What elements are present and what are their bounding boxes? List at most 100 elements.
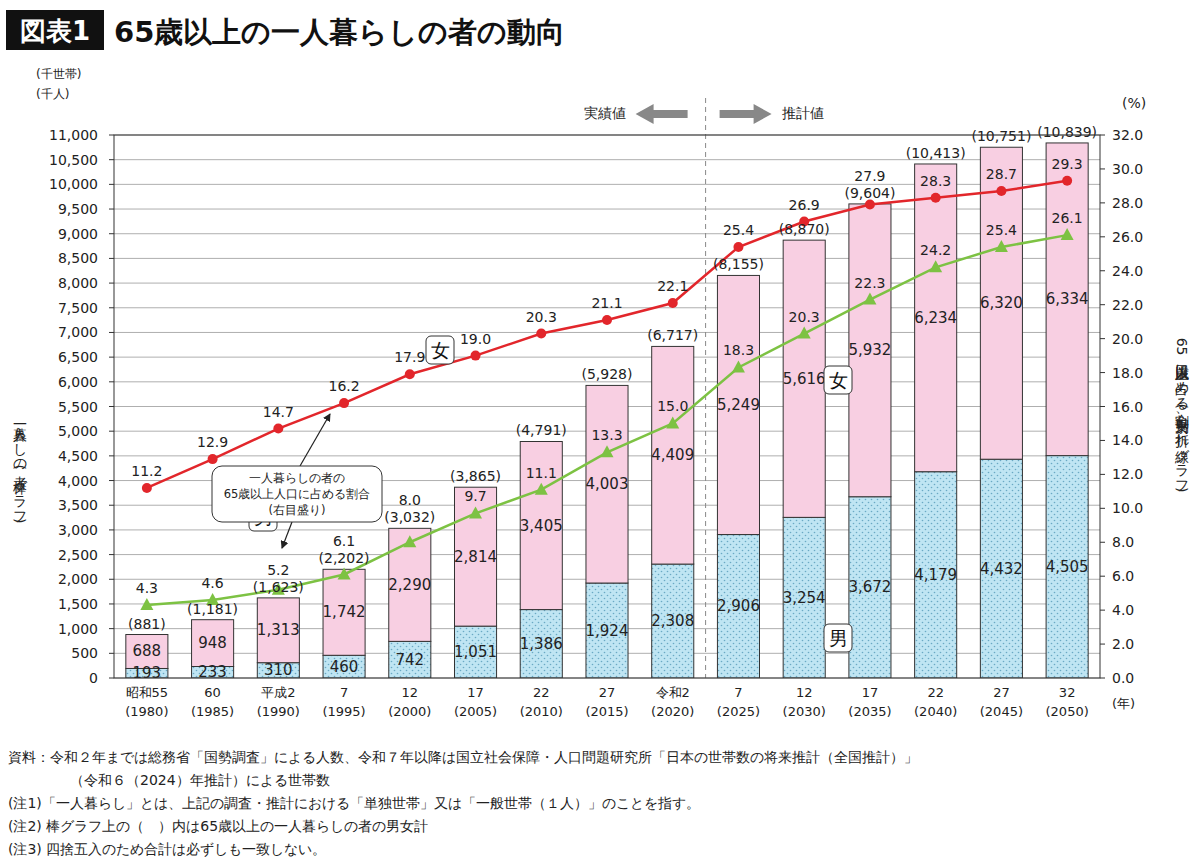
bar <box>980 147 1022 459</box>
bar <box>586 583 628 678</box>
y-tick <box>109 233 114 234</box>
total-label: (1,181) <box>187 601 238 617</box>
bar <box>323 569 365 655</box>
y2-tick <box>1100 474 1105 475</box>
bar <box>783 240 825 517</box>
line-label: 4.3 <box>136 580 158 596</box>
marker <box>140 598 153 610</box>
marker <box>471 351 481 361</box>
bar-label: 688 <box>133 642 162 660</box>
bar <box>717 275 759 534</box>
y2-tick-label: 22.0 <box>1112 297 1143 313</box>
bar-label: 3,405 <box>520 517 563 535</box>
y-tick <box>109 184 114 185</box>
x-tick-label: 22(2040) <box>914 685 957 719</box>
y-tick-label: 8,000 <box>58 275 98 291</box>
line-label: 18.3 <box>723 342 754 358</box>
bar-label: 742 <box>395 651 424 669</box>
annotation-line: (右目盛り) <box>269 503 326 517</box>
bar-label: 2,308 <box>651 612 694 630</box>
y2-tick <box>1100 270 1105 271</box>
series-label-box <box>426 336 454 364</box>
total-label: (5,928) <box>581 366 632 382</box>
annotation-line: 一人暮らしの者の <box>249 471 345 485</box>
total-label: (3,032) <box>384 509 435 525</box>
bar-label: 233 <box>198 663 227 681</box>
marker <box>403 535 416 547</box>
x-tick-label-line: 令和2 <box>656 685 690 700</box>
marker <box>208 454 218 464</box>
x-tick-label: 7(1995) <box>322 685 365 719</box>
y2-tick-label: 24.0 <box>1112 263 1143 279</box>
bar-label: 1,313 <box>257 621 300 639</box>
note: (注3) 四捨五入のため合計は必ずしも一致しない。 <box>8 841 326 857</box>
bar-label: 5,616 <box>783 370 826 388</box>
bar-label: 6,320 <box>980 294 1023 312</box>
y-tick-label: 9,000 <box>58 226 98 242</box>
marker <box>338 567 351 579</box>
bar <box>652 346 694 564</box>
x-tick-label-line: 12 <box>796 685 813 700</box>
x-tick-label-line: (2020) <box>651 704 694 719</box>
x-tick-label: 7(2025) <box>717 685 760 719</box>
y-tick <box>109 579 114 580</box>
bar-label: 5,932 <box>848 341 891 359</box>
y-tick-label: 5,500 <box>58 399 98 415</box>
line-label: 11.1 <box>526 465 557 481</box>
y-tick-label: 4,500 <box>58 448 98 464</box>
arrow-left <box>636 104 688 124</box>
y-tick-label: 4,000 <box>58 473 98 489</box>
bar-label: 5,249 <box>717 396 760 414</box>
y-tick <box>109 529 114 530</box>
y2-tick-label: 8.0 <box>1112 534 1134 550</box>
x-tick-label-line: (2015) <box>585 704 628 719</box>
bar <box>1046 143 1088 456</box>
x-tick-label: 22(2010) <box>520 685 563 719</box>
line-label: 13.3 <box>591 427 622 443</box>
x-tick-label: 昭和55(1980) <box>125 685 168 719</box>
total-label: (1,623) <box>253 579 304 595</box>
marker <box>469 506 482 518</box>
marker <box>142 483 152 493</box>
x-tick-label-line: (2025) <box>717 704 760 719</box>
x-tick-label-line: 60 <box>204 685 221 700</box>
line-label: 22.3 <box>854 275 885 291</box>
y-tick <box>109 505 114 506</box>
x-tick-label-line: 27 <box>993 685 1010 700</box>
y2-tick-label: 14.0 <box>1112 432 1143 448</box>
bar <box>849 204 891 497</box>
series-label-box <box>824 366 852 394</box>
line-label: 5.2 <box>267 562 289 578</box>
bar-label: 4,505 <box>1046 558 1089 576</box>
y-tick <box>109 209 114 210</box>
figure-label: 図表1 <box>20 16 90 46</box>
marker <box>602 315 612 325</box>
marker <box>996 186 1006 196</box>
x-tick-label-line: 32 <box>1059 685 1076 700</box>
y-tick <box>109 653 114 654</box>
x-tick-label: 平成2(1990) <box>257 685 300 719</box>
marker <box>733 242 743 252</box>
total-label: (9,604) <box>844 185 895 201</box>
marker <box>536 329 546 339</box>
y-tick-label: 6,500 <box>58 349 98 365</box>
line-label: 24.2 <box>920 242 951 258</box>
line-label: 26.1 <box>1052 210 1083 226</box>
y2-tick-label: 26.0 <box>1112 229 1143 245</box>
bar <box>520 441 562 609</box>
y-tick-label: 500 <box>71 645 98 661</box>
y-tick-label: 10,000 <box>49 176 98 192</box>
bar-label: 1,924 <box>586 622 629 640</box>
x-tick-label-line: (2035) <box>848 704 891 719</box>
line-label: 11.2 <box>131 463 162 479</box>
marker <box>1062 176 1072 186</box>
line-label: 14.7 <box>263 404 294 420</box>
y-label: 一人暮らしの者(棒グラフ) <box>11 417 28 524</box>
y-tick-label: 1,500 <box>58 596 98 612</box>
title: 65歳以上の一人暮らしの者の動向 <box>114 15 565 49</box>
annotation: 推計値 <box>782 105 824 121</box>
annotation-box <box>212 466 382 522</box>
x-tick-label: 12(2030) <box>783 685 826 719</box>
y-tick <box>109 554 114 555</box>
y2-tick <box>1100 440 1105 441</box>
